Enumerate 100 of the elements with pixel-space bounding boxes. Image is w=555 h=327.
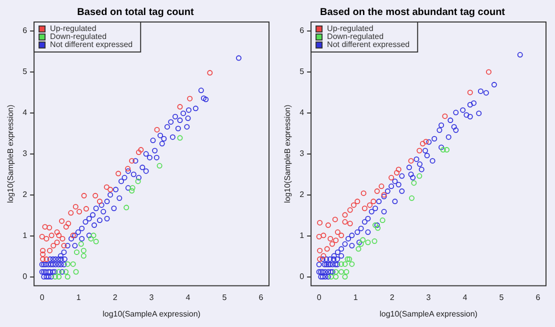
point bbox=[40, 248, 46, 254]
point bbox=[440, 147, 446, 153]
point bbox=[467, 90, 473, 96]
point bbox=[394, 170, 400, 176]
x-tick-label: 1 bbox=[353, 292, 358, 302]
point bbox=[116, 170, 122, 176]
point bbox=[78, 241, 84, 247]
point bbox=[42, 224, 48, 230]
point bbox=[344, 269, 350, 275]
point bbox=[349, 261, 355, 267]
legend-label: Down-regulated bbox=[50, 32, 107, 42]
point bbox=[80, 253, 86, 259]
point bbox=[416, 173, 422, 179]
point bbox=[342, 261, 348, 267]
point bbox=[333, 238, 339, 244]
point bbox=[423, 138, 429, 144]
y-axis-title: log10(SampleB expression) bbox=[283, 104, 292, 204]
point bbox=[130, 185, 136, 191]
point bbox=[396, 166, 402, 172]
y-tick-label: 1 bbox=[300, 231, 305, 240]
point bbox=[40, 256, 46, 262]
point bbox=[370, 198, 376, 204]
point bbox=[388, 174, 394, 180]
point bbox=[365, 240, 371, 246]
point bbox=[156, 163, 162, 169]
y-tick-label: 1 bbox=[22, 231, 28, 240]
point bbox=[52, 274, 58, 280]
y-tick-label: 3 bbox=[300, 149, 305, 158]
point bbox=[59, 218, 65, 224]
point bbox=[187, 96, 193, 102]
x-tick-label: 0 bbox=[316, 292, 322, 302]
x-tick-label: 2 bbox=[112, 292, 118, 302]
point bbox=[356, 246, 362, 252]
point bbox=[60, 236, 66, 242]
point bbox=[360, 190, 366, 196]
point bbox=[83, 206, 89, 212]
point bbox=[342, 219, 348, 225]
point bbox=[46, 224, 52, 230]
point bbox=[338, 261, 344, 267]
point bbox=[375, 225, 381, 231]
point bbox=[61, 242, 67, 248]
legend-label: Up-regulated bbox=[50, 24, 96, 34]
legend-label: Down-regulated bbox=[327, 32, 384, 42]
point bbox=[320, 253, 326, 259]
point bbox=[333, 269, 339, 275]
y-tick-label: 5 bbox=[300, 67, 305, 76]
point bbox=[50, 242, 56, 248]
y-tick-label: 4 bbox=[22, 108, 28, 118]
point bbox=[68, 210, 74, 216]
point bbox=[108, 186, 114, 192]
point bbox=[70, 261, 76, 267]
point bbox=[63, 224, 69, 230]
point bbox=[328, 236, 334, 242]
point bbox=[380, 218, 386, 224]
x-tick-label: 6 bbox=[536, 292, 541, 302]
point bbox=[408, 195, 414, 201]
point bbox=[54, 240, 60, 246]
point bbox=[324, 246, 330, 252]
y-axis-title: log10(SampleB expression) bbox=[6, 104, 16, 204]
legend-label: Not different expressed bbox=[327, 40, 410, 50]
point bbox=[66, 220, 72, 226]
point bbox=[90, 232, 96, 238]
point bbox=[354, 198, 360, 204]
point bbox=[411, 180, 417, 186]
y-tick-label: 6 bbox=[22, 26, 28, 36]
point bbox=[360, 237, 366, 243]
point bbox=[329, 241, 335, 247]
point bbox=[92, 192, 98, 198]
point bbox=[442, 113, 448, 119]
point bbox=[316, 234, 322, 240]
point bbox=[344, 256, 350, 262]
y-tick-label: 3 bbox=[22, 149, 28, 158]
point bbox=[56, 232, 62, 238]
point bbox=[317, 248, 323, 254]
x-tick-label: 3 bbox=[149, 292, 154, 302]
point bbox=[317, 256, 323, 262]
point bbox=[96, 198, 102, 204]
point bbox=[81, 192, 87, 198]
y-tick-label: 6 bbox=[300, 26, 305, 36]
point bbox=[46, 248, 52, 254]
point bbox=[138, 147, 144, 153]
point bbox=[72, 204, 78, 210]
point bbox=[44, 236, 50, 242]
point bbox=[347, 207, 353, 213]
point bbox=[333, 274, 339, 280]
point bbox=[207, 70, 213, 76]
y-tick-label: 0 bbox=[22, 272, 28, 281]
point bbox=[93, 238, 99, 244]
point bbox=[408, 158, 414, 164]
point bbox=[40, 252, 46, 258]
point bbox=[135, 178, 141, 184]
point bbox=[39, 234, 45, 240]
point bbox=[320, 232, 326, 238]
point bbox=[64, 274, 70, 280]
point bbox=[342, 274, 348, 280]
point bbox=[73, 269, 79, 275]
point bbox=[129, 188, 135, 194]
x-axis-title: log10(SampleA expression) bbox=[102, 309, 201, 318]
point bbox=[378, 184, 384, 190]
x-tick-label: 3 bbox=[426, 292, 432, 302]
